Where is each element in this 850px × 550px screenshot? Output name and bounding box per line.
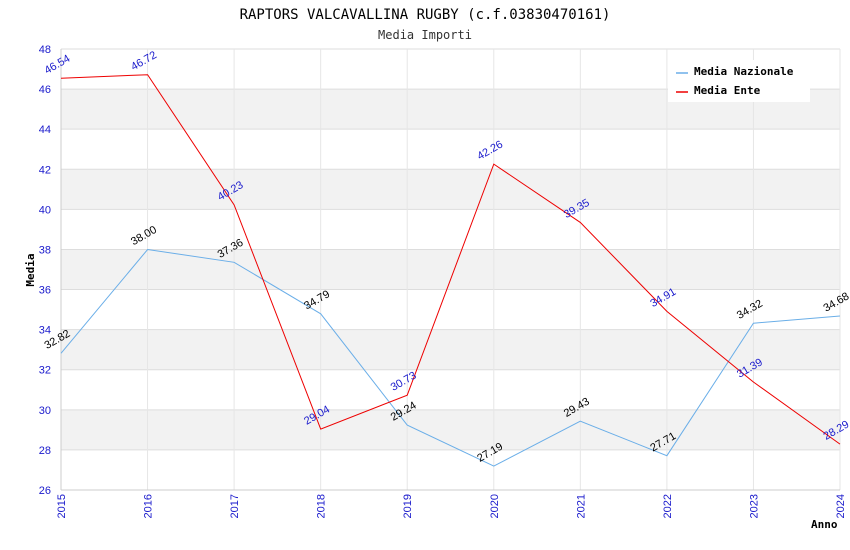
x-axis-label: Anno xyxy=(811,518,838,531)
data-label: 46.54 xyxy=(43,53,73,77)
data-label: 38.00 xyxy=(129,224,159,248)
grid-band xyxy=(61,169,840,210)
x-tick-label: 2021 xyxy=(575,494,587,518)
x-tick-label: 2015 xyxy=(56,494,68,518)
x-tick-label: 2022 xyxy=(662,494,674,518)
legend: Media Nazionale Media Ente xyxy=(668,60,810,102)
data-label: 34.68 xyxy=(822,290,850,314)
grid-band xyxy=(61,249,840,290)
y-tick-label: 34 xyxy=(39,325,51,337)
x-tick-label: 2017 xyxy=(229,494,241,518)
y-tick-label: 38 xyxy=(39,244,51,256)
x-tick-label: 2023 xyxy=(748,494,760,518)
series-line-ente xyxy=(60,74,841,445)
grid-band xyxy=(61,409,840,450)
y-tick-label: 32 xyxy=(39,365,51,377)
x-tick-label: 2024 xyxy=(835,494,847,518)
data-label: 34.79 xyxy=(302,288,332,312)
x-tick-label: 2016 xyxy=(143,494,155,518)
x-tick-label: 2018 xyxy=(316,494,328,518)
x-tick-labels: 2015 2016 2017 2018 2019 2020 2021 2022 2023 2024 xyxy=(56,494,847,518)
legend-label-nazionale: Media Nazionale xyxy=(694,65,794,78)
legend-label-ente: Media Ente xyxy=(694,84,761,97)
data-label: 34.32 xyxy=(735,298,765,322)
y-tick-label: 36 xyxy=(39,285,51,297)
y-tick-label: 44 xyxy=(39,124,51,136)
data-label: 30.73 xyxy=(389,370,419,394)
grid-band xyxy=(61,329,840,370)
y-tick-label: 28 xyxy=(39,445,51,457)
y-tick-label: 30 xyxy=(39,405,51,417)
y-tick-label: 42 xyxy=(39,164,51,176)
data-label: 42.26 xyxy=(475,139,505,163)
data-label: 46.72 xyxy=(129,49,159,73)
chart-title: RAPTORS VALCAVALLINA RUGBY (c.f.03830470… xyxy=(240,7,611,23)
y-tick-label: 26 xyxy=(39,485,51,497)
chart-subtitle: Media Importi xyxy=(378,28,472,42)
series-lines xyxy=(60,74,841,467)
y-tick-label: 46 xyxy=(39,84,51,96)
y-tick-labels: 26 28 30 32 34 36 38 40 42 44 46 48 xyxy=(39,44,51,497)
series-line-nazionale xyxy=(60,248,841,467)
x-tick-label: 2019 xyxy=(402,494,414,518)
y-tick-label: 40 xyxy=(39,204,51,216)
grid-bands xyxy=(61,89,840,450)
y-tick-label: 48 xyxy=(39,44,51,56)
x-tick-label: 2020 xyxy=(489,494,501,518)
y-axis-label: Media xyxy=(24,253,37,286)
legend-box xyxy=(668,60,810,102)
